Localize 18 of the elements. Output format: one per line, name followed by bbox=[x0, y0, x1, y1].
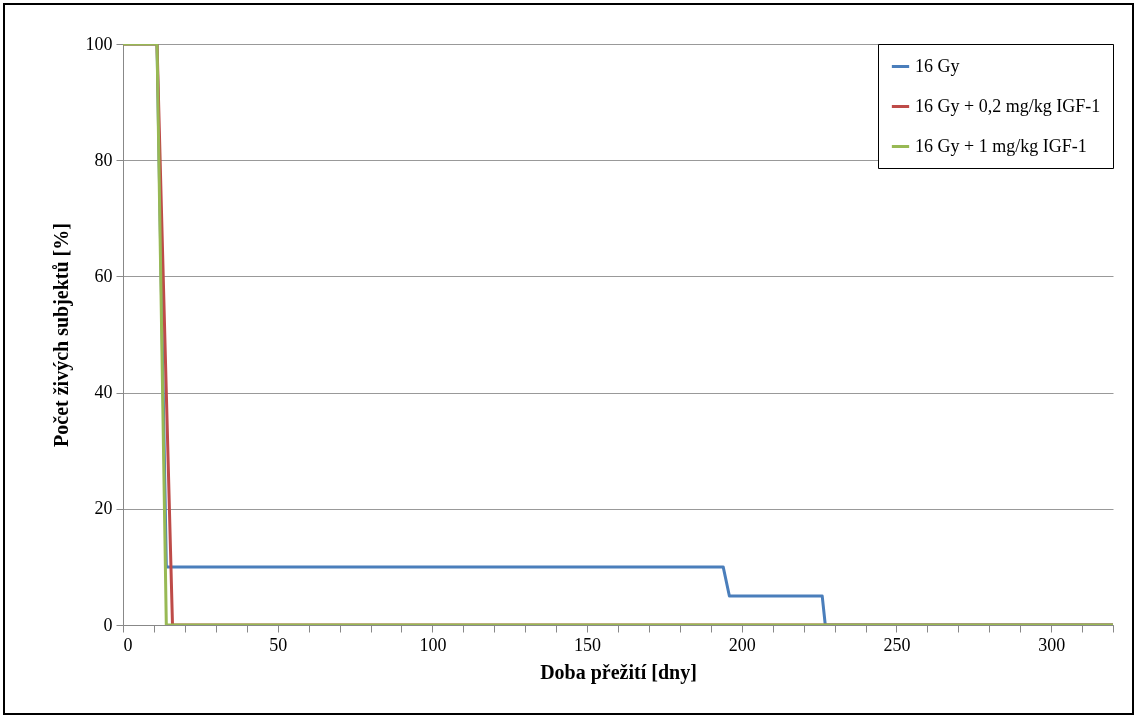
y-tick-label: 0 bbox=[103, 614, 113, 635]
x-tick-label: 150 bbox=[574, 634, 602, 655]
x-tick-label: 100 bbox=[419, 634, 447, 655]
x-axis-title: Doba přežití [dny] bbox=[540, 660, 697, 684]
x-tick-label: 300 bbox=[1038, 634, 1066, 655]
legend-label: 16 Gy bbox=[915, 55, 960, 76]
y-tick-label: 60 bbox=[94, 265, 113, 286]
legend-label: 16 Gy + 1 mg/kg IGF-1 bbox=[915, 135, 1087, 156]
x-tick-label: 50 bbox=[269, 634, 288, 655]
y-tick-label: 100 bbox=[85, 33, 113, 54]
y-axis-title: Počet živých subjektů [%] bbox=[49, 223, 73, 447]
x-tick-label: 0 bbox=[123, 634, 133, 655]
x-tick-label: 200 bbox=[728, 634, 756, 655]
y-tick-label: 20 bbox=[94, 498, 113, 519]
legend-label: 16 Gy + 0,2 mg/kg IGF-1 bbox=[915, 95, 1101, 116]
y-tick-label: 40 bbox=[94, 382, 113, 403]
x-tick-label: 250 bbox=[883, 634, 911, 655]
y-tick-label: 80 bbox=[94, 149, 113, 170]
